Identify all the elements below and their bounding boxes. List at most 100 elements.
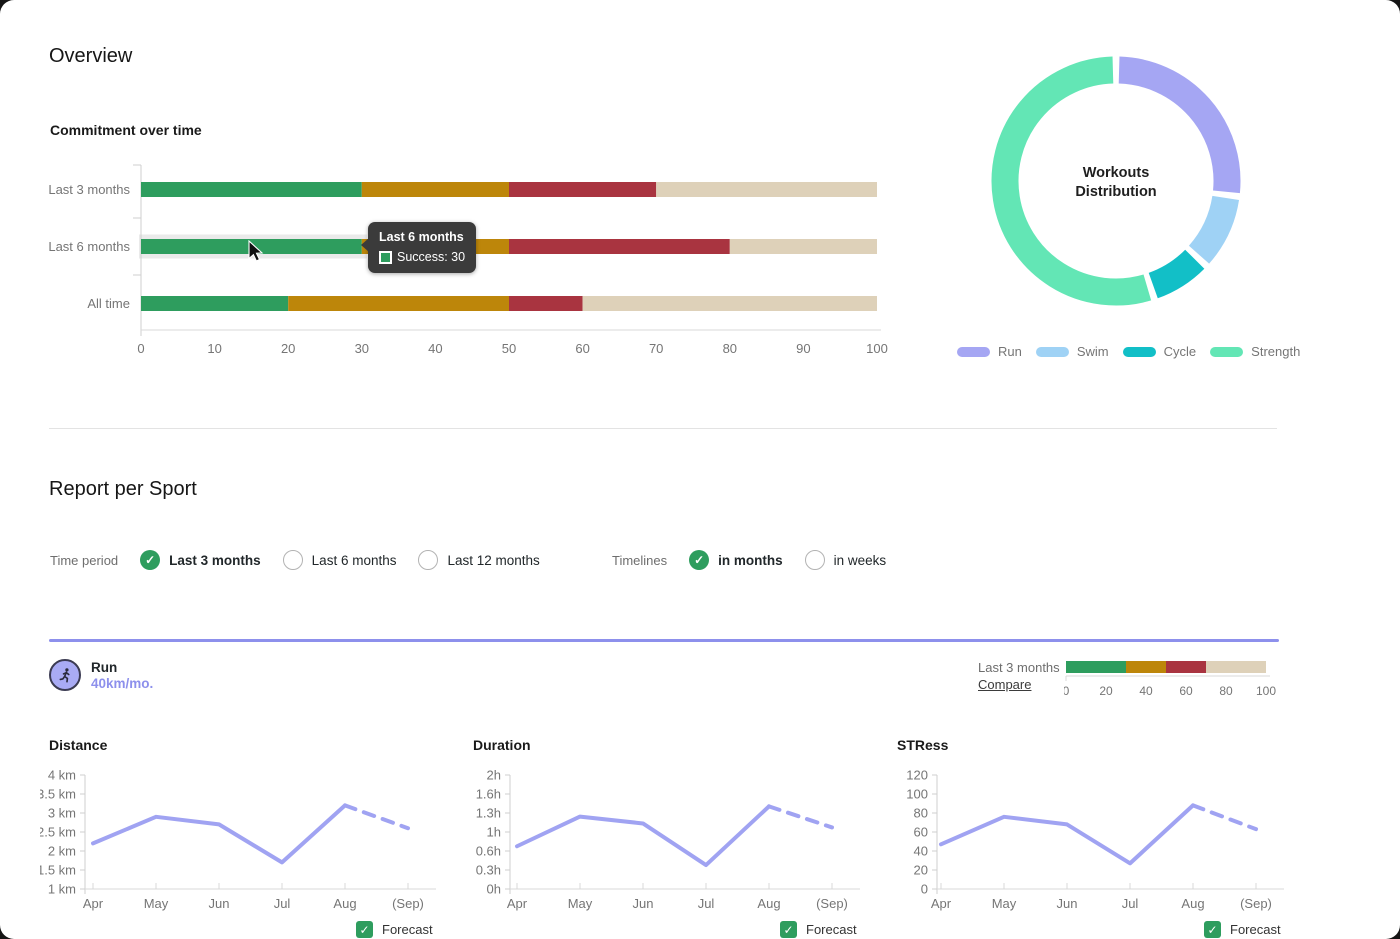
svg-text:0: 0 [1064, 684, 1070, 698]
radio-icon[interactable] [418, 550, 439, 570]
forecast-checkbox-checked[interactable]: ✓ [780, 921, 797, 938]
svg-text:(Sep): (Sep) [816, 896, 848, 911]
compare-link[interactable]: Compare [978, 677, 1032, 692]
svg-text:30: 30 [355, 341, 369, 356]
legend-label: Cycle [1163, 344, 1197, 359]
mini-chart-period-label: Last 3 months [978, 660, 1060, 675]
radio-icon[interactable] [804, 550, 825, 570]
forecast-checkbox-checked[interactable]: ✓ [1204, 921, 1221, 938]
radio-option-last-3-months[interactable]: ✓ Last 3 months [140, 550, 261, 570]
timelines-label: Timelines [612, 552, 668, 568]
forecast-toggle-stress[interactable]: ✓ Forecast [1204, 921, 1281, 938]
svg-text:Last 3 months: Last 3 months [48, 182, 130, 197]
svg-text:All time: All time [87, 296, 130, 311]
svg-text:Aug: Aug [333, 896, 356, 911]
svg-text:Jun: Jun [1057, 896, 1078, 911]
svg-text:2 km: 2 km [48, 844, 76, 859]
radio-icon[interactable] [282, 550, 303, 570]
svg-text:80: 80 [723, 341, 737, 356]
svg-text:2.5 km: 2.5 km [40, 825, 76, 840]
svg-text:1.3h: 1.3h [476, 806, 501, 821]
report-title: Report per Sport [49, 478, 197, 500]
stress-chart-title: STRess [897, 737, 949, 753]
tooltip-title: Last 6 months [379, 230, 464, 244]
duration-chart-title: Duration [473, 737, 531, 753]
time-period-filter-group: Time period ✓ Last 3 months Last 6 months L… [50, 549, 540, 571]
svg-text:1 km: 1 km [48, 882, 76, 897]
radio-selected-icon[interactable]: ✓ [140, 550, 161, 570]
svg-text:20: 20 [1099, 684, 1113, 698]
svg-text:40: 40 [1139, 684, 1153, 698]
radio-option-label: Last 6 months [311, 552, 397, 568]
svg-text:0: 0 [921, 882, 928, 897]
svg-text:Jul: Jul [698, 896, 715, 911]
svg-text:Apr: Apr [83, 896, 104, 911]
svg-text:0: 0 [137, 341, 144, 356]
svg-text:80: 80 [914, 806, 928, 821]
svg-text:100: 100 [1256, 684, 1276, 698]
svg-text:0.3h: 0.3h [476, 863, 501, 878]
svg-text:60: 60 [1179, 684, 1193, 698]
radio-option-in-months[interactable]: ✓ in months [689, 550, 783, 570]
bar-tooltip: Last 6 months Success: 30 [361, 222, 477, 273]
forecast-toggle-duration[interactable]: ✓ Forecast [780, 921, 857, 938]
svg-text:0.6h: 0.6h [476, 844, 501, 859]
donut-center-line2: Distribution [1075, 184, 1156, 200]
sport-section-rule [49, 639, 1279, 642]
time-period-label: Time period [50, 552, 119, 568]
donut-legend: Run Swim Cycle Strength [957, 344, 1300, 359]
legend-swatch [957, 346, 990, 357]
svg-text:10: 10 [207, 341, 221, 356]
legend-swatch [1210, 346, 1244, 357]
svg-text:60: 60 [914, 825, 928, 840]
svg-text:3 km: 3 km [48, 806, 76, 821]
radio-option-label: in weeks [833, 552, 887, 568]
svg-text:Jul: Jul [274, 896, 291, 911]
forecast-checkbox-label: Forecast [1230, 922, 1281, 937]
distance-line-chart: 4 km 3.5 km 3 km 2.5 km 2 km 1.5 km 1 km Apr May… [40, 768, 436, 911]
tooltip-value: Success: 30 [397, 250, 466, 264]
svg-text:(Sep): (Sep) [392, 896, 424, 911]
svg-text:(Sep): (Sep) [1240, 896, 1272, 911]
svg-text:40: 40 [914, 844, 928, 859]
timelines-filter-group: Timelines ✓ in months in weeks [612, 549, 886, 571]
commitment-stacked-bar-chart[interactable]: Last 3 months Last 6 months All time 0 10 20 3… [40, 155, 900, 370]
legend-swatch [1035, 346, 1069, 357]
svg-text:4 km: 4 km [48, 768, 76, 783]
svg-text:60: 60 [575, 341, 589, 356]
section-divider [49, 428, 1277, 429]
legend-label: Run [998, 344, 1022, 359]
svg-text:1.6h: 1.6h [476, 787, 501, 802]
radio-option-label: in months [718, 552, 783, 568]
legend-item-run: Run [957, 344, 1022, 359]
svg-text:May: May [568, 896, 593, 911]
radio-option-last-12-months[interactable]: Last 12 months [418, 550, 540, 570]
svg-text:50: 50 [502, 341, 516, 356]
forecast-checkbox-checked[interactable]: ✓ [356, 921, 373, 938]
svg-text:Jul: Jul [1122, 896, 1139, 911]
svg-text:20: 20 [914, 863, 928, 878]
legend-item-swim: Swim [1035, 344, 1109, 359]
svg-text:Apr: Apr [931, 896, 952, 911]
run-sport-badge [49, 659, 81, 691]
legend-item-strength: Strength [1210, 344, 1300, 359]
radio-option-in-weeks[interactable]: in weeks [804, 550, 887, 570]
svg-text:0h: 0h [487, 882, 501, 897]
legend-label: Strength [1251, 344, 1301, 359]
commitment-chart-title: Commitment over time [50, 122, 202, 138]
svg-text:90: 90 [796, 341, 810, 356]
distance-chart-title: Distance [49, 737, 108, 753]
radio-option-label: Last 3 months [169, 552, 261, 568]
svg-text:120: 120 [906, 768, 928, 783]
overview-title: Overview [49, 45, 133, 67]
svg-text:May: May [992, 896, 1017, 911]
radio-selected-icon[interactable]: ✓ [689, 550, 710, 570]
forecast-toggle-distance[interactable]: ✓ Forecast [356, 921, 433, 938]
tooltip-series-swatch [379, 250, 392, 264]
radio-option-last-6-months[interactable]: Last 6 months [282, 550, 397, 570]
workouts-distribution-donut[interactable]: Workouts Distribution [966, 31, 1266, 331]
legend-label: Swim [1076, 344, 1109, 359]
forecast-checkbox-label: Forecast [382, 922, 433, 937]
